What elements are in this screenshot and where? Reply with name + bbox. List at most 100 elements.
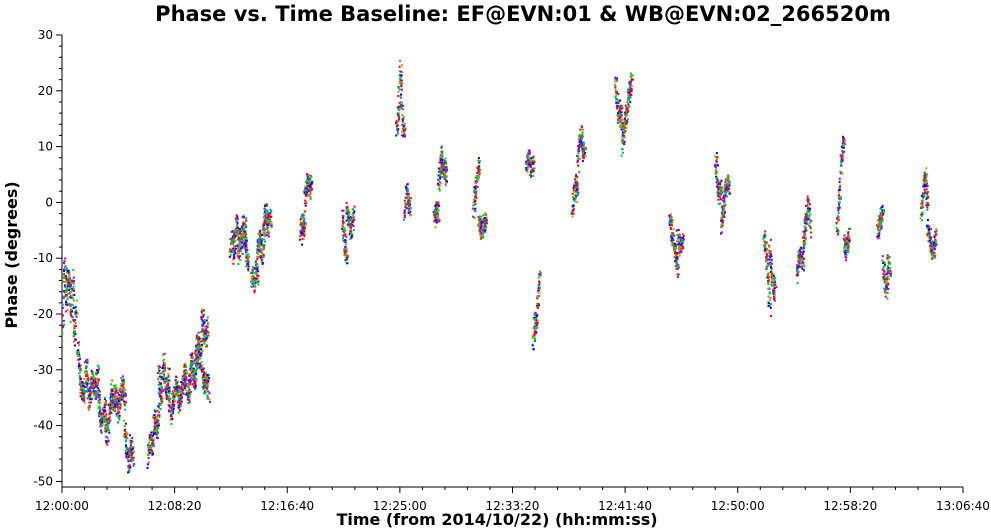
- phase-point: [846, 238, 849, 241]
- phase-point: [310, 183, 312, 186]
- phase-point: [838, 216, 841, 219]
- phase-point: [837, 212, 840, 214]
- phase-point: [770, 268, 773, 270]
- phase-point: [530, 175, 533, 178]
- phase-point: [772, 289, 775, 292]
- phase-point: [473, 208, 476, 211]
- phase-point: [303, 217, 306, 220]
- phase-point: [440, 165, 443, 168]
- phase-point: [678, 246, 681, 248]
- phase-point: [770, 266, 772, 269]
- phase-point: [888, 267, 891, 270]
- phase-point: [408, 195, 410, 198]
- phase-point: [673, 234, 676, 237]
- phase-point: [122, 386, 125, 389]
- phase-point: [534, 319, 537, 322]
- phase-point: [530, 171, 532, 173]
- phase-point: [628, 89, 631, 92]
- phase-point: [616, 114, 619, 117]
- phase-point: [109, 403, 112, 406]
- phase-point: [256, 281, 258, 284]
- phase-point: [525, 160, 528, 163]
- phase-point: [64, 264, 67, 267]
- phase-point: [614, 85, 617, 88]
- phase-point: [200, 317, 203, 320]
- phase-point: [675, 258, 678, 261]
- phase-point: [177, 391, 180, 394]
- phase-point: [626, 107, 629, 110]
- phase-point: [806, 216, 809, 219]
- phase-point: [770, 264, 773, 267]
- phase-point: [243, 236, 246, 239]
- phase-point: [673, 247, 676, 250]
- phase-point: [623, 127, 626, 130]
- phase-point: [71, 289, 74, 291]
- phase-point: [100, 431, 103, 434]
- phase-point: [152, 442, 155, 445]
- phase-point: [113, 398, 116, 401]
- phase-point: [446, 167, 448, 169]
- phase-point: [845, 248, 848, 251]
- phase-point: [261, 261, 264, 264]
- phase-point: [532, 348, 535, 351]
- phase-point: [247, 269, 250, 272]
- phase-point: [168, 390, 171, 393]
- phase-point: [878, 228, 880, 231]
- phase-point: [256, 248, 259, 251]
- phase-point: [97, 407, 100, 410]
- phase-point: [194, 353, 197, 356]
- phase-point: [672, 228, 675, 231]
- phase-point: [147, 451, 150, 454]
- phase-point: [181, 396, 184, 399]
- phase-point: [630, 93, 633, 96]
- phase-point: [342, 230, 345, 233]
- phase-point: [403, 132, 406, 135]
- phase-point: [231, 230, 234, 233]
- y-tick-label: -10: [33, 251, 53, 265]
- phase-point: [254, 279, 257, 282]
- phase-point: [627, 110, 630, 113]
- phase-point: [160, 372, 163, 375]
- phase-point: [808, 225, 811, 228]
- phase-point: [267, 217, 270, 220]
- phase-point: [72, 307, 75, 309]
- phase-point: [346, 258, 349, 261]
- phase-point: [889, 269, 892, 272]
- phase-point: [269, 215, 272, 218]
- phase-point: [75, 325, 77, 328]
- phase-point: [678, 254, 681, 257]
- phase-point: [837, 231, 840, 234]
- phase-point: [617, 102, 620, 104]
- phase-point: [166, 367, 169, 370]
- phase-point: [537, 295, 540, 298]
- phase-point: [198, 343, 201, 346]
- phase-point: [398, 73, 401, 76]
- phase-point: [478, 170, 480, 173]
- phase-point: [179, 405, 182, 408]
- phase-point: [581, 135, 584, 138]
- phase-point: [770, 258, 773, 261]
- phase-point: [307, 188, 309, 191]
- phase-point: [196, 356, 199, 359]
- phase-point: [109, 402, 112, 405]
- phase-point: [928, 225, 931, 228]
- phase-point: [264, 204, 266, 206]
- phase-point: [233, 232, 236, 235]
- phase-point: [80, 382, 83, 385]
- phase-point: [839, 154, 842, 157]
- phase-point: [103, 417, 106, 420]
- phase-point: [68, 281, 71, 284]
- phase-point: [880, 215, 883, 218]
- phase-point: [120, 376, 123, 379]
- phase-point: [190, 369, 193, 372]
- phase-point: [118, 400, 121, 403]
- phase-point: [839, 160, 842, 163]
- phase-point: [399, 79, 402, 82]
- phase-point: [201, 343, 203, 346]
- phase-point: [203, 382, 206, 385]
- phase-point: [99, 408, 102, 411]
- phase-point: [112, 401, 114, 404]
- phase-point: [101, 423, 104, 425]
- phase-point: [576, 185, 579, 188]
- phase-point: [534, 325, 537, 328]
